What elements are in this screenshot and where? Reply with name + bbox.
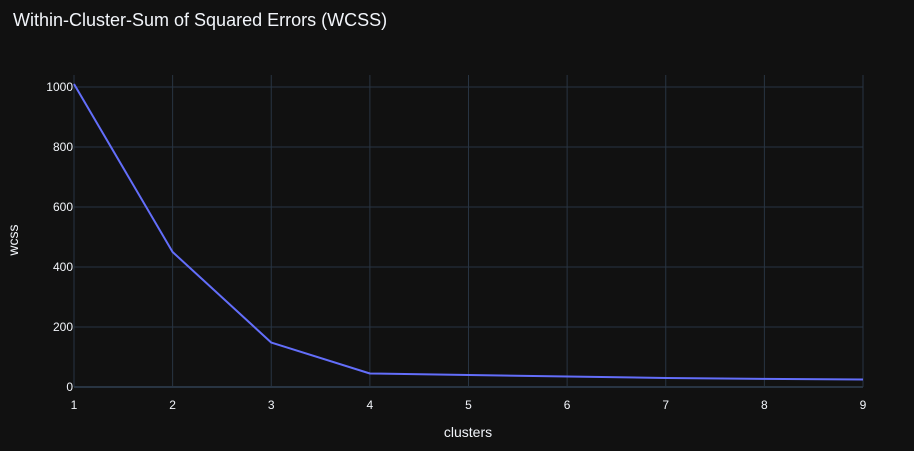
gridlines (73, 75, 864, 388)
data-point-0-3 (367, 371, 373, 377)
data-point-0-4 (466, 372, 472, 378)
x-tick-label-7: 8 (761, 398, 768, 412)
x-tick-label-2: 3 (268, 398, 275, 412)
y-tick-label-0: 0 (66, 380, 73, 394)
data-point-0-2 (268, 340, 274, 346)
data-point-0-5 (564, 374, 570, 380)
data-point-0-6 (663, 375, 669, 381)
y-tick-label-2: 400 (53, 260, 73, 274)
data-point-0-1 (170, 249, 176, 255)
y-tick-label-1: 200 (53, 320, 73, 334)
x-tick-label-3: 4 (367, 398, 374, 412)
x-tick-label-5: 6 (564, 398, 571, 412)
y-axis-title: wcss (5, 224, 21, 256)
data-point-0-8 (860, 377, 866, 383)
x-tick-label-0: 1 (71, 398, 78, 412)
y-tick-label-4: 800 (53, 140, 73, 154)
chart-title: Within-Cluster-Sum of Squared Errors (WC… (13, 10, 387, 30)
tick-labels: 1 2 3 4 5 6 7 8 9 0 200 400 600 800 1000 (46, 80, 866, 412)
series-line-0 (73, 83, 864, 381)
data-point-0-7 (761, 376, 767, 382)
x-tick-label-1: 2 (169, 398, 176, 412)
x-tick-label-8: 9 (860, 398, 867, 412)
y-tick-label-3: 600 (53, 200, 73, 214)
y-tick-label-5: 1000 (46, 80, 73, 94)
series-layer (73, 83, 866, 383)
x-tick-label-6: 7 (662, 398, 669, 412)
x-axis-title: clusters (444, 424, 492, 440)
x-tick-label-4: 5 (465, 398, 472, 412)
